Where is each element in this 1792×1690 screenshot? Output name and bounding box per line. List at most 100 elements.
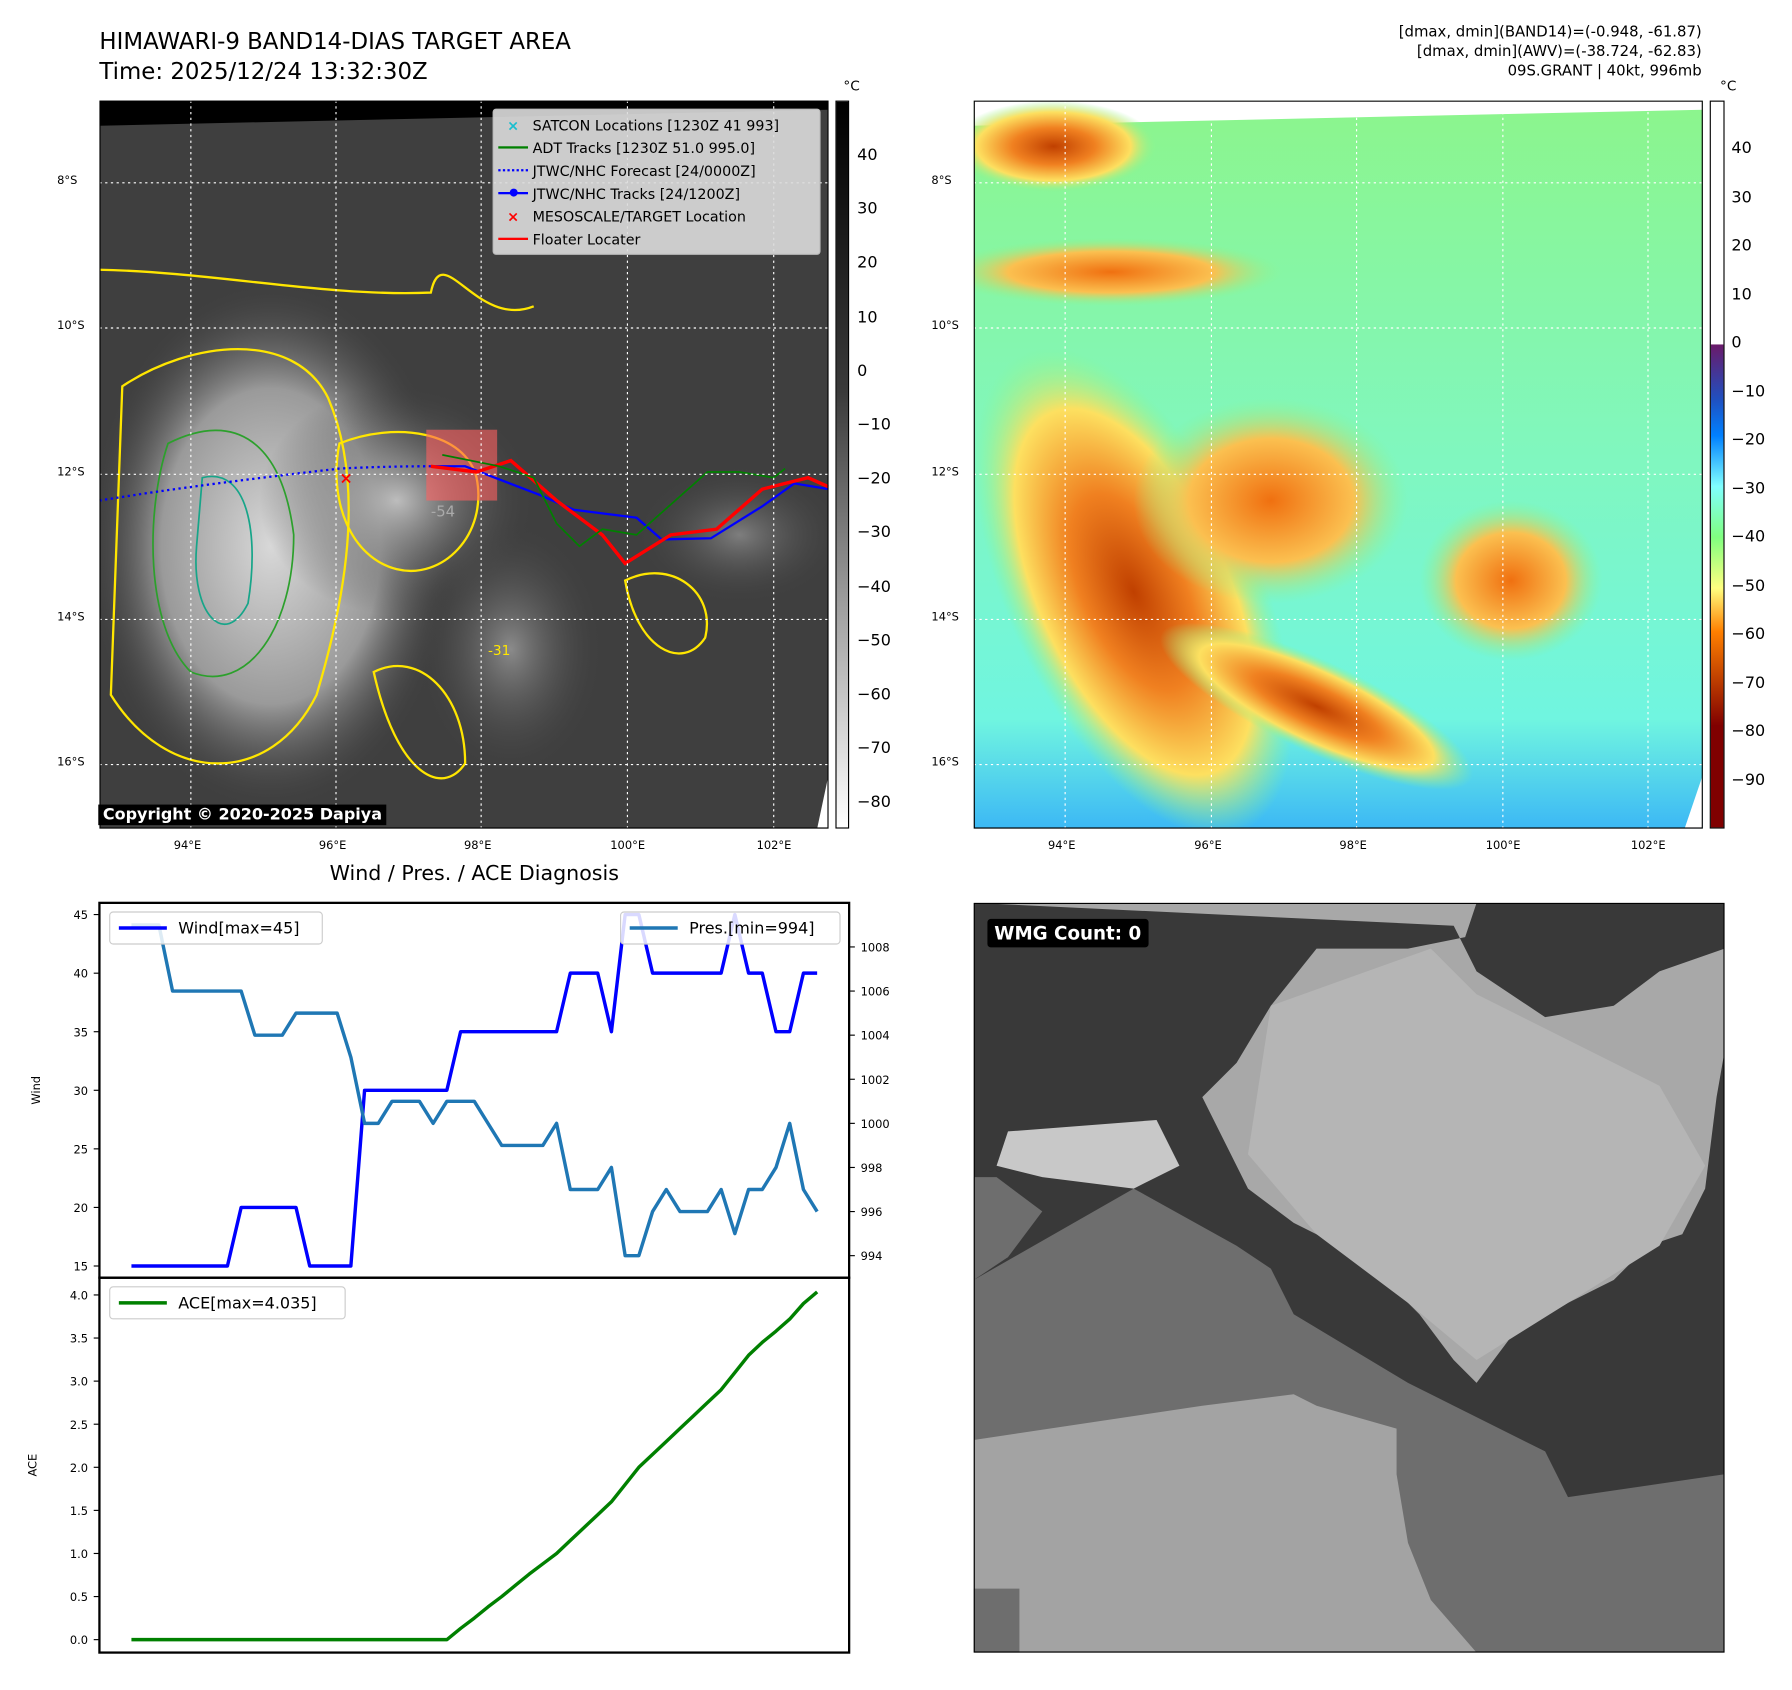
- lat-tick-label: 16°S: [931, 756, 959, 770]
- lat-tick-label: 16°S: [57, 756, 85, 770]
- colorbar-tick-label: −60: [1731, 625, 1766, 644]
- legend-item-jtwc: JTWC/NHC Tracks [24/1200Z]: [494, 182, 820, 205]
- jtwc-track: [430, 465, 829, 541]
- forecast-track: [99, 465, 431, 502]
- diagnosis-chart: 15 20 25 30 35 40 45 994 996 998 1000 1002 1004 1006 1…: [26, 901, 890, 1654]
- colorbar-tick-label: −80: [1731, 722, 1766, 741]
- colorbar-tick-label: −20: [1731, 430, 1766, 450]
- y-tick-label: 1.0: [70, 1547, 88, 1561]
- y-tick-label: 2.0: [70, 1461, 88, 1475]
- dotted-line-icon: [494, 169, 533, 172]
- colorbar-tick-label: −40: [857, 577, 891, 597]
- y-tick-label: 35: [73, 1025, 88, 1039]
- y-tick-label: 45: [73, 908, 88, 922]
- y-right-tick-label: 994: [861, 1249, 883, 1263]
- wind-legend-label: Wind[max=45]: [178, 919, 299, 938]
- lat-tick-label: 14°S: [57, 611, 85, 624]
- legend-item-floater: Floater Locater: [494, 227, 820, 250]
- y-tick-label: 40: [73, 967, 88, 981]
- contour-label: -31: [488, 643, 510, 659]
- pressure-legend-label: Pres.[min=994]: [689, 919, 814, 938]
- copyright-label: Copyright © 2020-2025 Dapiya: [98, 804, 387, 826]
- colorbar-tick-label: 0: [1731, 333, 1742, 352]
- awv-map: [973, 100, 1703, 829]
- legend-item-adt: ADT Tracks [1230Z 51.0 995.0]: [494, 136, 820, 159]
- lat-tick-label: 12°S: [931, 466, 959, 479]
- colorbar-tick-label: −30: [1731, 479, 1766, 498]
- y-right-tick-label: 1004: [861, 1029, 890, 1043]
- legend-item-forecast: JTWC/NHC Forecast [24/0000Z]: [494, 159, 820, 182]
- wind-line: [131, 912, 818, 1268]
- colorbar-unit: °C: [843, 77, 860, 94]
- lat-tick-label: 10°S: [57, 319, 85, 333]
- colorbar-tick-label: 30: [857, 200, 878, 219]
- colorbar-tick-label: −40: [1731, 527, 1766, 547]
- y-right-tick-label: 998: [861, 1161, 883, 1175]
- floater-box: [426, 429, 498, 501]
- x-marker-icon: ×: [507, 115, 520, 134]
- lon-tick-label: 98°E: [1339, 839, 1367, 853]
- lon-tick-label: 94°E: [173, 839, 202, 853]
- lat-tick-label: 10°S: [931, 319, 959, 333]
- pressure-legend-box: [619, 911, 841, 945]
- lon-tick-label: 96°E: [1194, 839, 1222, 853]
- line-dot-icon: [494, 188, 533, 197]
- lon-tick-label: 96°E: [318, 839, 347, 853]
- ace-legend-box: [109, 1286, 346, 1320]
- colorbar-tick-label: 40: [857, 146, 878, 165]
- y-right-tick-label: 1008: [861, 941, 890, 955]
- colorbar-unit: °C: [1719, 77, 1737, 94]
- legend-item-target: × MESOSCALE/TARGET Location: [494, 205, 820, 228]
- colorbar-tick-label: 20: [857, 254, 878, 273]
- legend-item-satcon: × SATCON Locations [1230Z 41 993]: [494, 113, 820, 136]
- y-axis-label: Wind: [29, 1076, 43, 1105]
- colorbar-tick-label: −80: [857, 793, 891, 812]
- ace-legend-label: ACE[max=4.035]: [178, 1294, 316, 1313]
- info-awv: [dmax, dmin](AWV)=(-38.724, -62.83): [1416, 43, 1702, 61]
- y-tick-label: 1.5: [70, 1504, 88, 1518]
- x-marker-icon: ×: [507, 207, 520, 225]
- gray-colorbar: [835, 100, 850, 829]
- lon-tick-label: 94°E: [1047, 839, 1076, 853]
- lon-tick-label: 102°E: [756, 839, 792, 853]
- colorbar-tick-label: −10: [857, 415, 891, 435]
- wind-axes-frame: [98, 901, 851, 1279]
- y-right-tick-label: 1002: [861, 1073, 890, 1087]
- color-colorbar: [1709, 100, 1725, 829]
- line-icon: [494, 146, 533, 149]
- target-marker: ×: [339, 468, 352, 487]
- colorbar-tick-label: −70: [857, 739, 891, 758]
- y-tick-label: 30: [73, 1084, 88, 1098]
- info-band14: [dmax, dmin](BAND14)=(-0.948, -61.87): [1398, 23, 1702, 42]
- line-icon: [494, 237, 533, 240]
- colorbar-tick-label: −50: [1731, 576, 1766, 595]
- colorbar-tick-label: 10: [1731, 285, 1752, 304]
- colorbar-tick-label: −90: [1731, 770, 1766, 790]
- y-tick-label: 15: [73, 1260, 88, 1274]
- colorbar-tick-label: 20: [1731, 236, 1752, 255]
- colorbar-tick-label: 30: [1731, 187, 1752, 207]
- wmg-panel: [973, 902, 1725, 1653]
- figure-time: Time: 2025/12/24 13:32:30Z: [99, 57, 428, 85]
- y-tick-label: 0.0: [70, 1633, 88, 1647]
- lat-tick-label: 8°S: [931, 174, 952, 188]
- colorbar-tick-label: −20: [857, 469, 891, 489]
- y-axis-label: ACE: [26, 1454, 40, 1477]
- ace-axes-frame: [98, 1276, 851, 1654]
- info-block: [dmax, dmin](BAND14)=(-0.948, -61.87) [d…: [1399, 23, 1702, 81]
- y-right-tick-label: 996: [861, 1205, 883, 1219]
- wind-legend-box: [109, 911, 323, 945]
- map-legend: × SATCON Locations [1230Z 41 993] ADT Tra…: [492, 108, 821, 255]
- lon-tick-label: 100°E: [610, 839, 646, 853]
- wmg-count-badge: WMG Count: 0: [987, 918, 1149, 948]
- y-right-tick-label: 1006: [861, 985, 890, 999]
- y-right-tick-label: 1000: [861, 1117, 890, 1131]
- y-tick-label: 3.5: [70, 1332, 88, 1346]
- colorbar-tick-label: −50: [857, 631, 891, 651]
- y-tick-label: 3.0: [70, 1375, 88, 1389]
- lat-tick-label: 14°S: [931, 611, 959, 624]
- colorbar-tick-label: −70: [1731, 673, 1766, 692]
- colorbar-tick-label: −60: [857, 685, 891, 704]
- contour-label: -54: [431, 503, 455, 521]
- lon-tick-label: 100°E: [1485, 839, 1521, 853]
